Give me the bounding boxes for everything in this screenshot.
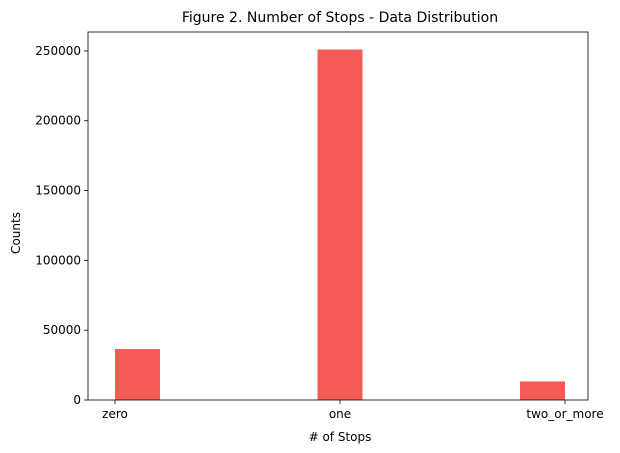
y-tick-label: 200000 — [35, 114, 81, 128]
y-tick-label: 50000 — [43, 323, 81, 337]
y-axis-ticks: 0 50000 100000 150000 200000 250000 — [35, 44, 88, 407]
x-tick-label: zero — [102, 407, 128, 421]
plot-frame — [87, 31, 589, 401]
chart-title: Figure 2. Number of Stops - Data Distrib… — [182, 10, 498, 26]
x-axis-ticks: zero one two_or_more — [102, 400, 604, 421]
y-tick-label: 100000 — [35, 253, 81, 267]
bar-two_or_more — [520, 381, 565, 400]
y-tick-label: 150000 — [35, 184, 81, 198]
y-tick-label: 250000 — [35, 44, 81, 58]
x-tick-label: two_or_more — [526, 407, 603, 421]
x-tick-label: one — [329, 407, 351, 421]
bar-zero — [115, 349, 160, 400]
bars-group — [115, 49, 565, 401]
y-axis-label: Counts — [9, 212, 23, 254]
x-axis-label: # of Stops — [309, 430, 372, 444]
y-tick-label: 0 — [73, 393, 81, 407]
bar-one — [317, 49, 363, 401]
